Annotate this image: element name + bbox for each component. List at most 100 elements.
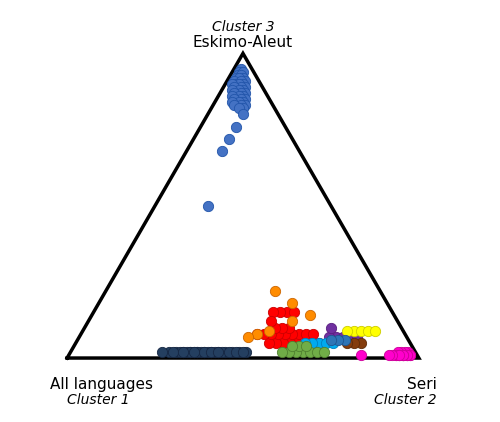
Point bbox=[339, 333, 347, 340]
Point bbox=[211, 349, 219, 355]
Point bbox=[208, 349, 216, 355]
Point bbox=[281, 330, 289, 337]
Point bbox=[236, 81, 244, 87]
Point bbox=[242, 349, 250, 355]
Point bbox=[288, 318, 296, 325]
Point bbox=[230, 78, 238, 84]
Point bbox=[350, 327, 358, 334]
Point bbox=[237, 102, 245, 108]
Point bbox=[399, 352, 407, 358]
Point bbox=[399, 352, 407, 358]
Point bbox=[230, 89, 238, 96]
Point bbox=[354, 333, 362, 340]
Point bbox=[327, 336, 335, 343]
Point bbox=[165, 349, 173, 355]
Point bbox=[328, 339, 336, 346]
Point bbox=[334, 336, 342, 343]
Point bbox=[179, 349, 187, 355]
Point bbox=[310, 330, 318, 337]
Point bbox=[244, 333, 252, 340]
Point bbox=[332, 333, 340, 340]
Point bbox=[218, 148, 226, 154]
Point bbox=[392, 352, 400, 358]
Point bbox=[225, 135, 233, 142]
Point bbox=[239, 99, 247, 106]
Point bbox=[236, 74, 244, 81]
Point bbox=[357, 327, 365, 334]
Point bbox=[230, 102, 238, 108]
Point bbox=[266, 339, 274, 346]
Point bbox=[239, 105, 247, 112]
Point bbox=[341, 336, 349, 343]
Point bbox=[237, 84, 245, 90]
Point bbox=[190, 349, 198, 355]
Point bbox=[346, 333, 354, 340]
Point bbox=[278, 349, 285, 355]
Point bbox=[236, 99, 244, 106]
Point bbox=[176, 349, 184, 355]
Point bbox=[290, 309, 298, 316]
Point bbox=[283, 309, 291, 316]
Point bbox=[182, 349, 190, 355]
Point bbox=[325, 333, 333, 340]
Point bbox=[230, 96, 238, 103]
Point bbox=[308, 339, 316, 346]
Point bbox=[288, 330, 296, 337]
Point bbox=[228, 349, 236, 355]
Point bbox=[308, 339, 316, 346]
Point bbox=[327, 324, 335, 331]
Point bbox=[240, 78, 248, 84]
Point bbox=[240, 96, 248, 103]
Point bbox=[236, 93, 244, 100]
Point bbox=[402, 352, 410, 358]
Point bbox=[288, 343, 296, 349]
Point bbox=[320, 349, 328, 355]
Point bbox=[295, 330, 303, 337]
Text: Eskimo-Aleut: Eskimo-Aleut bbox=[193, 35, 293, 50]
Point bbox=[288, 300, 296, 306]
Point bbox=[236, 349, 244, 355]
Point bbox=[292, 349, 300, 355]
Point bbox=[228, 87, 236, 93]
Point bbox=[286, 339, 294, 346]
Point bbox=[280, 339, 287, 346]
Point bbox=[222, 349, 230, 355]
Point bbox=[237, 71, 245, 78]
Point bbox=[270, 288, 278, 295]
Text: Seri: Seri bbox=[406, 377, 436, 392]
Point bbox=[197, 349, 205, 355]
Text: Cluster 2: Cluster 2 bbox=[374, 393, 436, 407]
Point bbox=[214, 349, 222, 355]
Point bbox=[239, 74, 247, 81]
Point bbox=[240, 84, 248, 90]
Point bbox=[179, 349, 187, 355]
Point bbox=[253, 330, 261, 337]
Point bbox=[230, 84, 238, 90]
Point bbox=[274, 330, 282, 337]
Point bbox=[218, 349, 226, 355]
Point bbox=[228, 93, 236, 100]
Point bbox=[278, 324, 285, 331]
Point bbox=[270, 324, 278, 331]
Point bbox=[294, 339, 302, 346]
Point bbox=[214, 349, 222, 355]
Point bbox=[190, 349, 198, 355]
Point bbox=[267, 330, 275, 337]
Point bbox=[276, 309, 284, 316]
Point bbox=[193, 349, 201, 355]
Point bbox=[396, 352, 404, 358]
Point bbox=[204, 349, 212, 355]
Point bbox=[240, 89, 248, 96]
Point bbox=[237, 96, 245, 103]
Point bbox=[232, 74, 240, 81]
Point bbox=[402, 352, 410, 358]
Point bbox=[314, 339, 322, 346]
Point bbox=[306, 312, 314, 319]
Point bbox=[186, 349, 194, 355]
Point bbox=[267, 318, 275, 325]
Point bbox=[158, 349, 166, 355]
Point bbox=[385, 352, 393, 358]
Point bbox=[299, 349, 307, 355]
Point bbox=[240, 102, 248, 108]
Point bbox=[237, 78, 245, 84]
